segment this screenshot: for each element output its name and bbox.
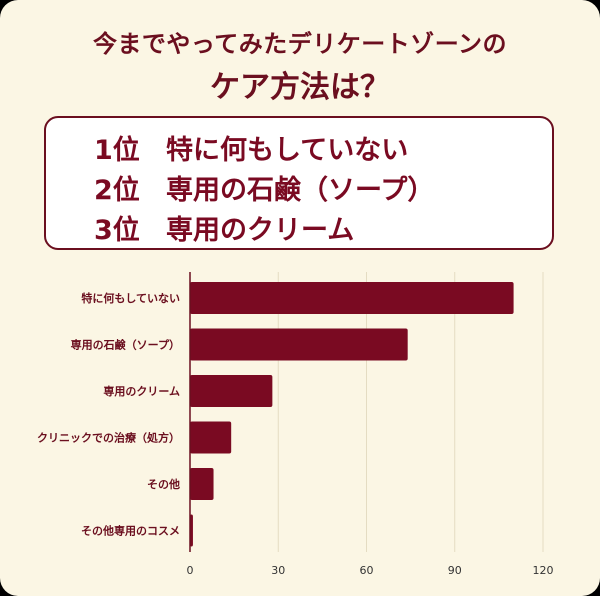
category-label-3: クリニックでの治療（処方）: [37, 431, 180, 445]
x-tick-label-4: 120: [533, 564, 554, 577]
bar-0: [190, 282, 514, 314]
bar-2: [190, 375, 273, 407]
x-tick-label-1: 30: [271, 564, 285, 577]
category-label-0: 特に何もしていない: [81, 291, 180, 305]
title-line-1: 今までやってみたデリケートゾーンの: [92, 30, 508, 58]
x-tick-label-0: 0: [187, 564, 194, 577]
rank-2-label: 専用の石鹸（ソープ）: [166, 175, 435, 206]
bar-4: [190, 468, 214, 500]
rank-2-place: 2位: [94, 175, 140, 206]
category-label-5: その他専用のコスメ: [81, 524, 180, 538]
category-label-4: その他: [147, 477, 180, 491]
rank-1: 1位 特に何もしていない: [94, 128, 408, 167]
rank-3: 3位 専用のクリーム: [94, 208, 354, 247]
ranking-box: [44, 116, 554, 250]
rank-1-place: 1位: [94, 135, 140, 166]
category-label-1: 専用の石鹸（ソープ）: [71, 338, 180, 352]
title-line-2: ケア方法は？: [210, 70, 390, 105]
category-label-2: 専用のクリーム: [103, 384, 180, 398]
x-tick-label-3: 90: [448, 564, 462, 577]
bar-3: [190, 421, 232, 454]
x-tick-label-2: 60: [360, 564, 374, 577]
rank-2: 2位 専用の石鹸（ソープ）: [94, 168, 434, 207]
bar-1: [190, 328, 408, 361]
rank-1-label: 特に何もしていない: [166, 135, 409, 166]
rank-3-place: 3位: [94, 215, 140, 246]
rank-3-label: 専用のクリーム: [166, 215, 355, 246]
